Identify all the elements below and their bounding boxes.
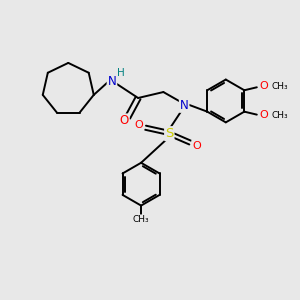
Text: O: O bbox=[192, 140, 201, 151]
Text: N: N bbox=[108, 75, 116, 88]
Text: O: O bbox=[259, 110, 268, 120]
Text: CH₃: CH₃ bbox=[133, 215, 149, 224]
Text: S: S bbox=[165, 127, 173, 140]
Text: CH₃: CH₃ bbox=[272, 111, 288, 120]
Text: CH₃: CH₃ bbox=[272, 82, 288, 91]
Text: O: O bbox=[135, 120, 143, 130]
Text: N: N bbox=[180, 99, 189, 112]
Text: O: O bbox=[119, 114, 129, 128]
Text: H: H bbox=[117, 68, 125, 78]
Text: O: O bbox=[259, 81, 268, 92]
